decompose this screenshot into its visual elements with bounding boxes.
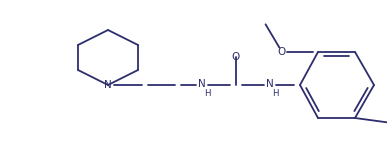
Text: N: N (198, 79, 206, 89)
Text: N: N (266, 79, 274, 89)
Text: H: H (204, 88, 210, 98)
Text: N: N (104, 80, 112, 90)
Text: O: O (278, 47, 286, 57)
Text: O: O (232, 52, 240, 62)
Text: H: H (272, 88, 278, 98)
